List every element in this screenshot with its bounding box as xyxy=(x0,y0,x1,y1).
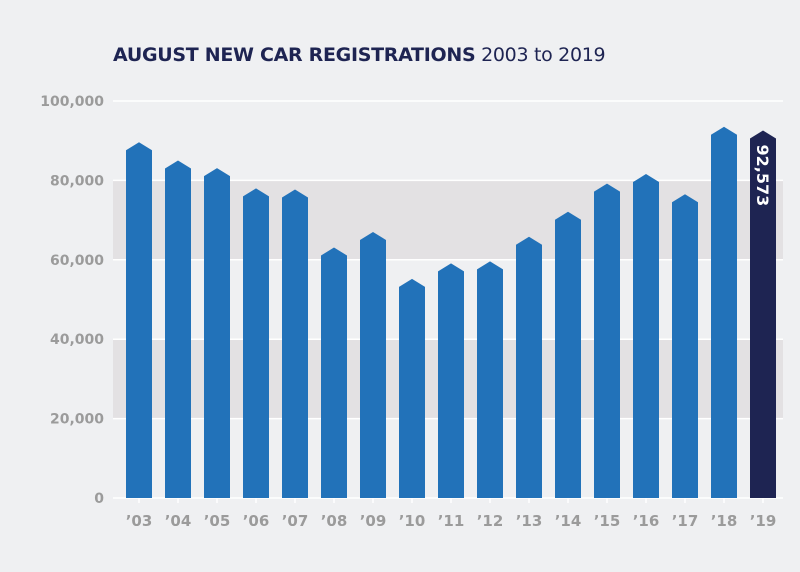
x-tick-label: ’14 xyxy=(555,512,582,530)
bar xyxy=(516,236,542,499)
bar xyxy=(165,160,191,499)
chart-subtitle: 2003 to 2019 xyxy=(481,44,606,66)
y-tick-label: 20,000 xyxy=(50,412,104,428)
x-tick-label: ’05 xyxy=(204,512,231,530)
y-tick-label: 60,000 xyxy=(50,253,104,269)
bar xyxy=(321,247,347,498)
x-tick-label: ’07 xyxy=(282,512,309,530)
x-tick-label: ’19 xyxy=(750,512,777,530)
bar xyxy=(399,278,425,498)
bar xyxy=(204,168,230,498)
x-tick-label: ’16 xyxy=(633,512,660,530)
data-label: 92,573 xyxy=(753,144,772,206)
bar xyxy=(750,130,776,499)
bar xyxy=(477,261,503,498)
bar xyxy=(282,189,308,498)
x-tick-label: ’17 xyxy=(672,512,699,530)
bar xyxy=(243,188,269,498)
x-tick-label: ’04 xyxy=(165,512,192,530)
x-tick-label: ’11 xyxy=(438,512,465,530)
x-tick-label: ’18 xyxy=(711,512,738,530)
bar xyxy=(711,126,737,499)
chart-title: AUGUST NEW CAR REGISTRATIONS 2003 to 201… xyxy=(113,44,606,66)
y-tick-label: 40,000 xyxy=(50,332,104,348)
bar xyxy=(438,263,464,498)
bar xyxy=(126,142,152,498)
x-tick-label: ’09 xyxy=(360,512,387,530)
x-tick-label: ’03 xyxy=(126,512,153,530)
x-tick-label: ’10 xyxy=(399,512,426,530)
chart-title-main: AUGUST NEW CAR REGISTRATIONS xyxy=(113,44,476,66)
bar xyxy=(360,232,386,498)
x-tick-label: ’06 xyxy=(243,512,270,530)
bar xyxy=(672,194,698,499)
x-tick-label: ’12 xyxy=(477,512,504,530)
y-tick-label: 80,000 xyxy=(50,173,104,189)
x-tick-label: ’15 xyxy=(594,512,621,530)
y-tick-label: 100,000 xyxy=(40,94,104,110)
y-tick-label: 0 xyxy=(94,491,104,507)
x-tick-label: ’08 xyxy=(321,512,348,530)
bar xyxy=(633,174,659,498)
x-tick-label: ’13 xyxy=(516,512,543,530)
bar xyxy=(555,211,581,498)
bar xyxy=(594,183,620,499)
